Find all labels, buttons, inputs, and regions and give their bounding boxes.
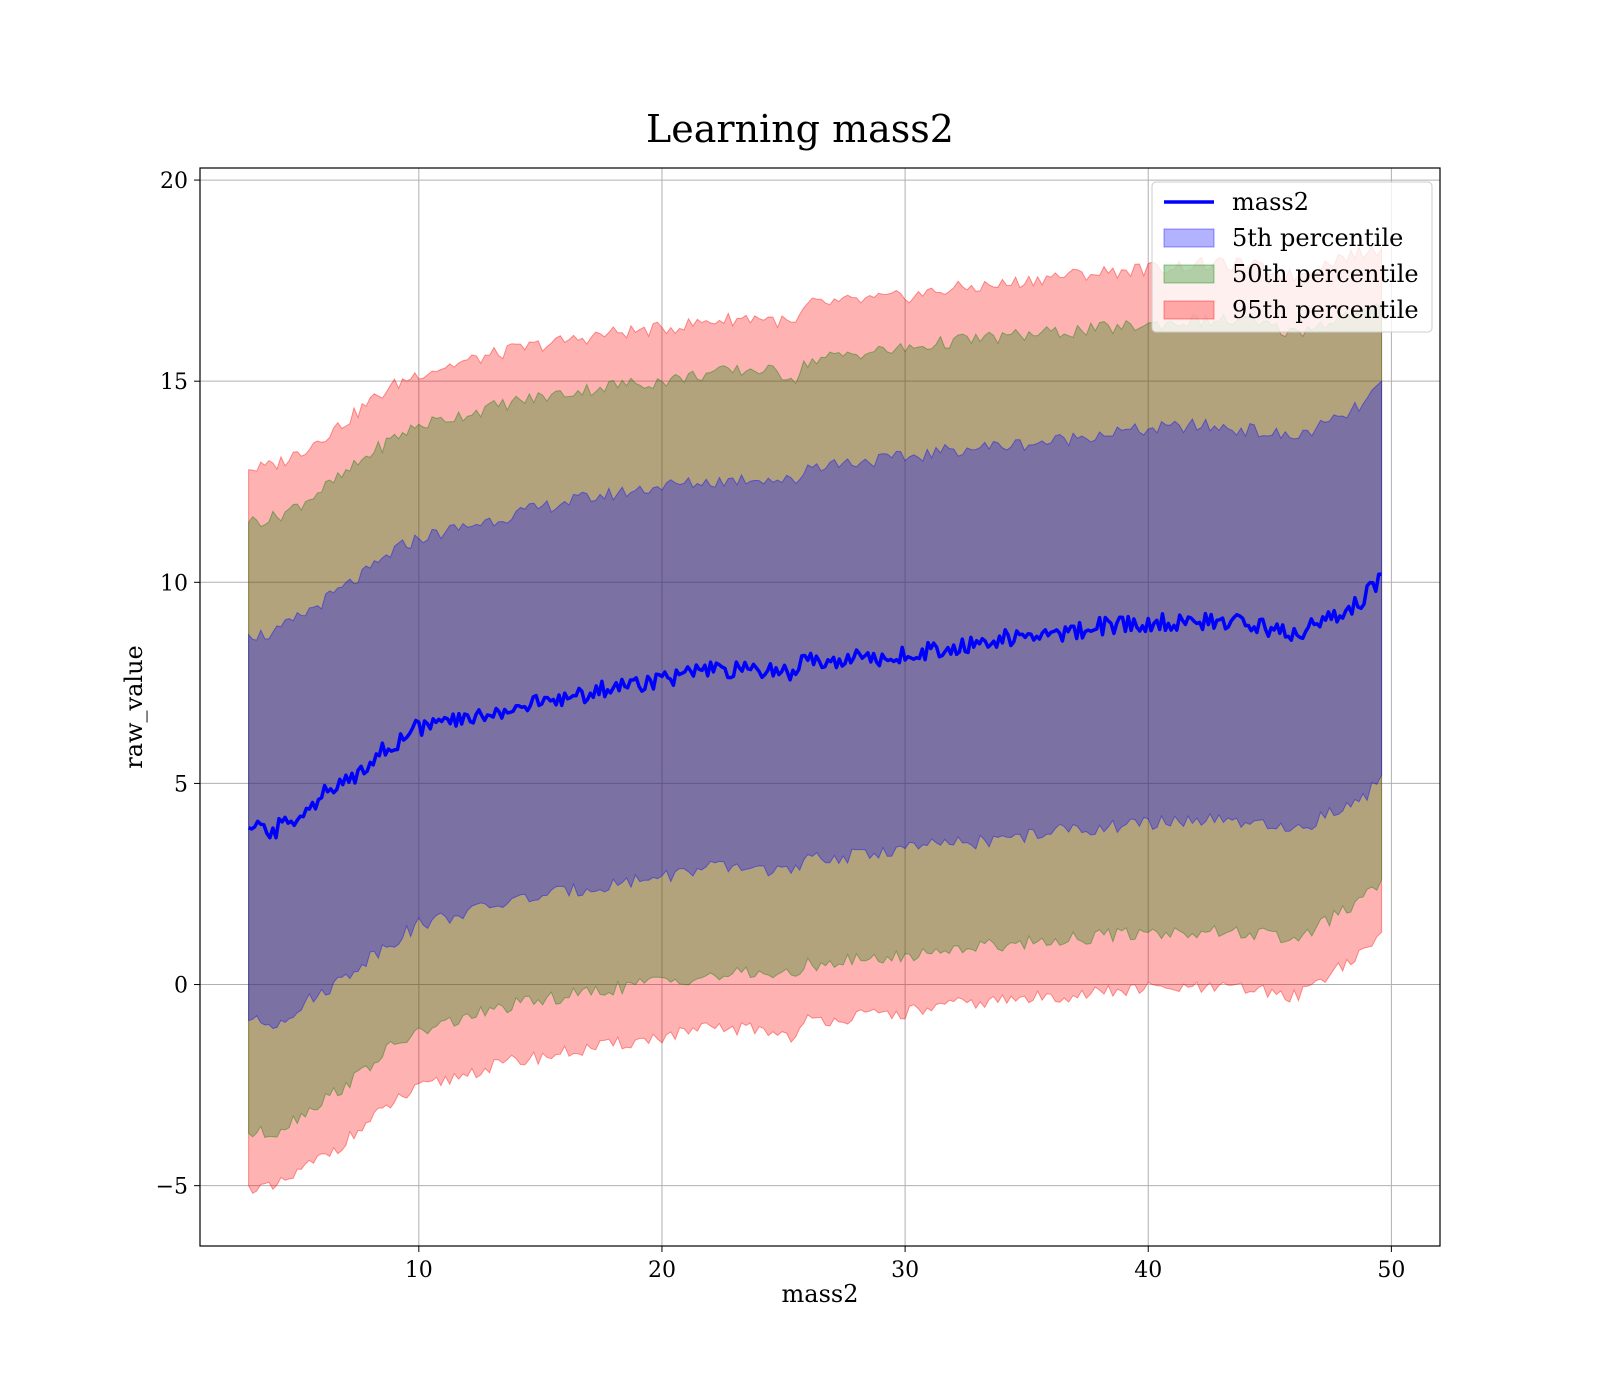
y-tick-label: 0 <box>174 974 188 999</box>
x-axis-label: mass2 <box>782 1280 859 1308</box>
legend-swatch <box>1163 264 1215 284</box>
legend: mass2 5th percentile 50th percentile 95th p… <box>1151 181 1433 333</box>
y-tick-label: 20 <box>160 169 188 194</box>
plot-frame <box>199 167 1441 1247</box>
y-axis-ticks: −5 0 5 10 15 20 <box>156 169 200 1200</box>
series-lines <box>247 572 1382 840</box>
x-tick-label: 30 <box>891 1258 919 1283</box>
legend-label: mass2 <box>1232 188 1309 216</box>
y-tick-label: −5 <box>156 1175 188 1200</box>
x-tick-label: 20 <box>648 1258 676 1283</box>
series-line-mass2 <box>247 572 1382 840</box>
x-tick-label: 40 <box>1134 1258 1162 1283</box>
band-50th-percentile <box>248 303 1383 1139</box>
band-5th-percentile <box>248 380 1383 1030</box>
x-tick-label: 10 <box>405 1258 433 1283</box>
legend-label: 50th percentile <box>1232 260 1419 288</box>
y-tick-label: 15 <box>160 370 188 395</box>
legend-swatch <box>1163 300 1215 320</box>
percentile-bands <box>248 245 1383 1194</box>
chart-title: Learning mass2 <box>646 107 954 151</box>
plot-area <box>199 167 1441 1247</box>
legend-label: 95th percentile <box>1232 296 1419 324</box>
x-tick-label: 50 <box>1377 1258 1405 1283</box>
y-axis-label: raw_value <box>120 645 148 769</box>
y-tick-label: 10 <box>160 571 188 596</box>
x-axis-ticks: 10 20 30 40 50 <box>405 1246 1405 1283</box>
legend-swatch <box>1163 228 1215 248</box>
band-95th-percentile <box>248 245 1383 1194</box>
plot-background <box>200 168 1440 1246</box>
y-tick-label: 5 <box>174 772 188 797</box>
grid <box>200 168 1440 1246</box>
legend-label: 5th percentile <box>1232 224 1403 252</box>
legend-box <box>1151 181 1433 333</box>
